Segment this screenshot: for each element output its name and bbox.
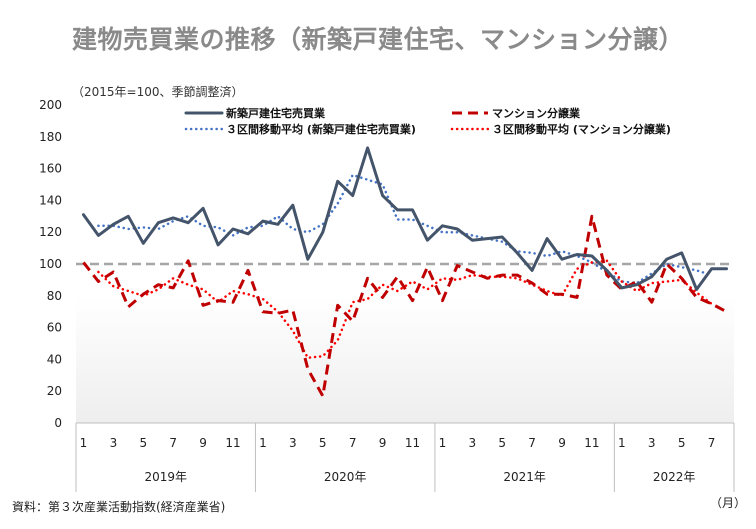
x-month-label: 7 [708,436,716,450]
y-tick-label: 40 [47,352,62,366]
y-tick-label: 0 [54,416,62,430]
y-tick-label: 60 [47,321,62,335]
x-year-label: 2019年 [144,470,187,484]
x-month-label: 7 [349,436,357,450]
x-month-label: 11 [405,436,420,450]
x-month-label: 11 [225,436,240,450]
legend-label-2: ３区間移動平均 (新築戸建住宅売買業) [226,122,416,136]
x-month-label: 7 [528,436,536,450]
y-tick-label: 160 [39,162,62,176]
x-month-label: 7 [169,436,177,450]
x-month-label: 5 [678,436,686,450]
x-month-label: 9 [379,436,387,450]
x-month-label: 3 [648,436,656,450]
x-month-label: 5 [498,436,506,450]
x-month-label: 11 [584,436,599,450]
x-month-label: 5 [139,436,147,450]
month-unit-label: （月） [710,496,747,510]
y-tick-label: 140 [39,193,62,207]
unit-note: （2015年=100、季節調整済） [72,85,244,99]
x-month-label: 1 [259,436,267,450]
legend-label-0: 新築戸建住宅売買業 [226,106,326,120]
x-year-label: 2021年 [503,470,546,484]
x-month-label: 9 [558,436,566,450]
y-tick-label: 120 [39,225,62,239]
chart-title: 建物売買業の推移（新築戸建住宅、マンション分譲） [71,25,684,54]
x-month-label: 1 [618,436,626,450]
y-tick-label: 200 [39,98,62,112]
y-tick-label: 20 [47,384,62,398]
y-tick-label: 100 [39,257,62,271]
x-year-label: 2020年 [324,470,367,484]
y-tick-label: 80 [47,289,62,303]
x-month-label: 3 [289,436,297,450]
series-line-0 [82,146,728,291]
x-month-label: 3 [110,436,118,450]
x-month-label: 3 [468,436,476,450]
x-month-label: 1 [439,436,447,450]
legend-label-3: ３区間移動平均 (マンション分譲業) [492,122,671,136]
x-month-label: 1 [80,436,88,450]
x-month-label: 5 [319,436,327,450]
source-note: 資料：第３次産業活動指数(経済産業省) [12,500,226,514]
legend-label-1: マンション分譲業 [492,106,581,120]
x-month-label: 9 [199,436,207,450]
y-tick-label: 180 [39,130,62,144]
x-year-label: 2022年 [653,470,696,484]
